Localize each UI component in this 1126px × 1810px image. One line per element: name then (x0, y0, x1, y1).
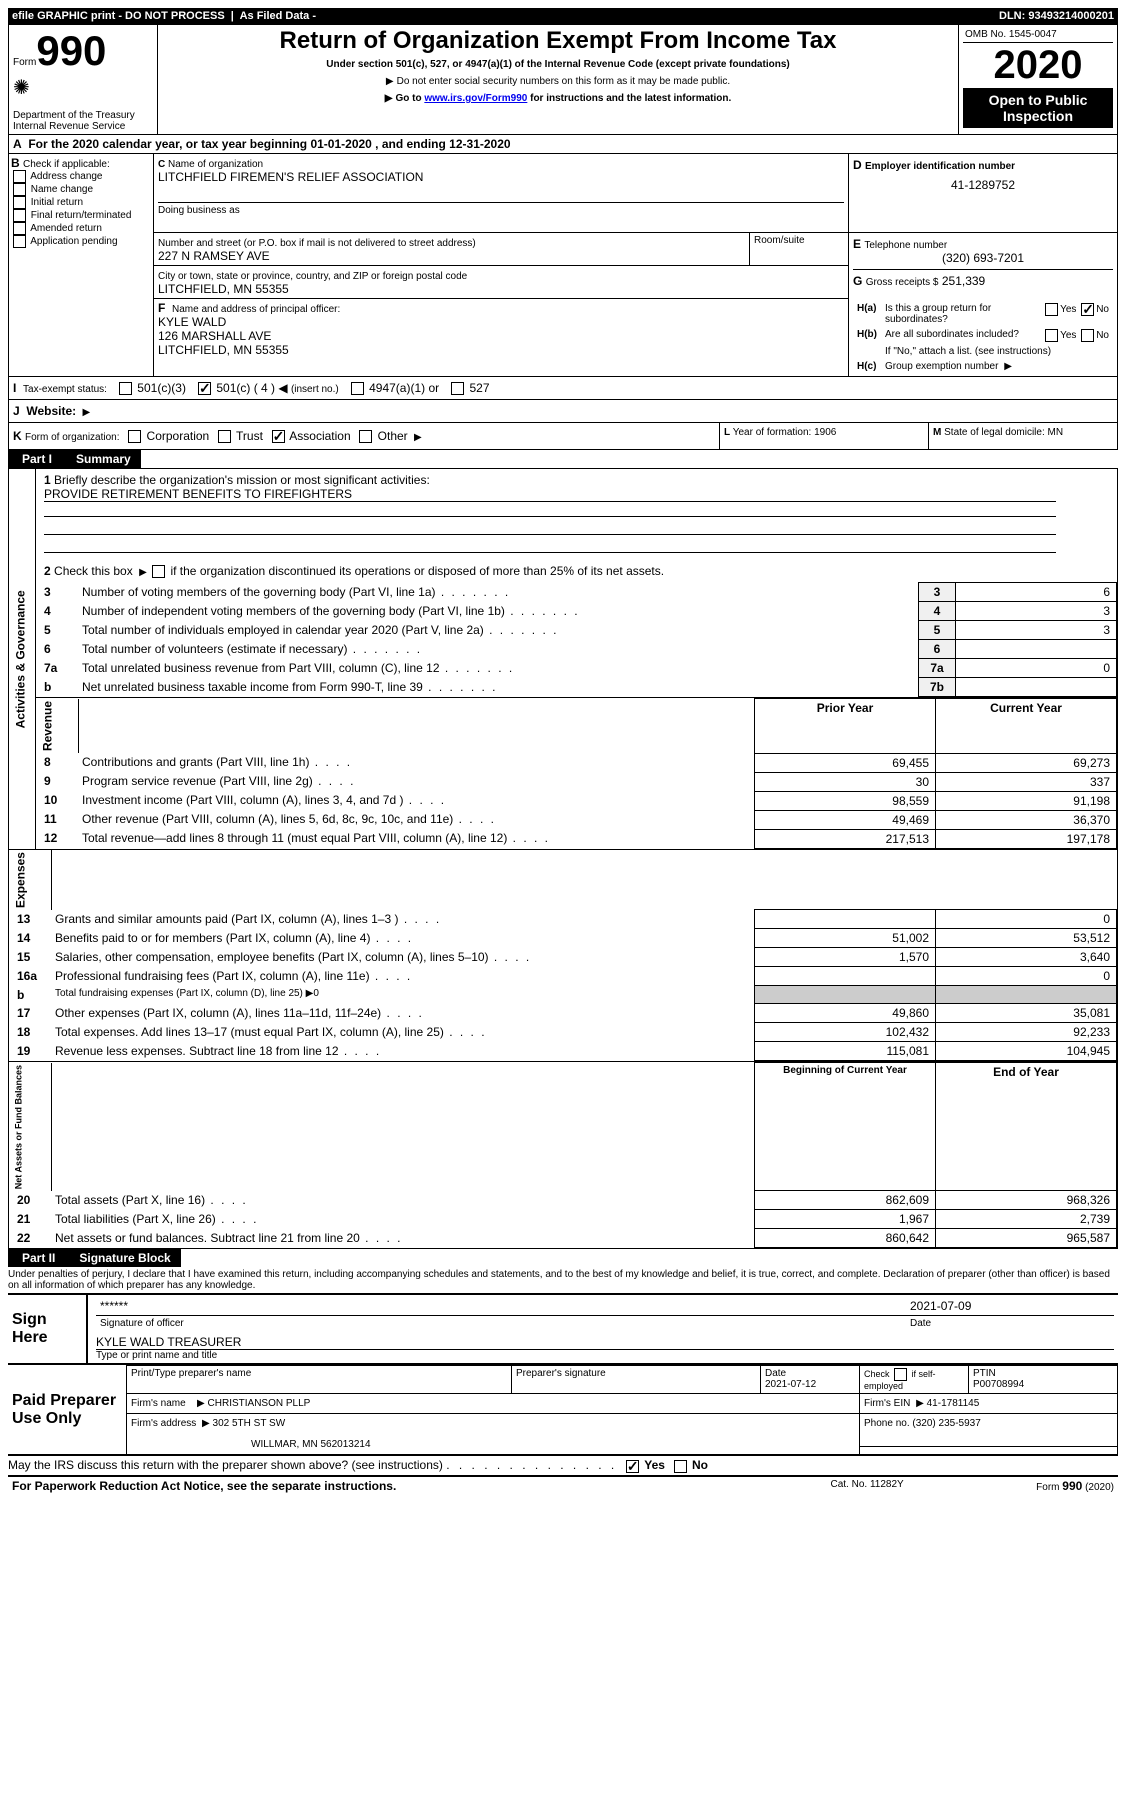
block-b-h: B Check if applicable: Address change Na… (8, 154, 1118, 377)
part1-table: Activities & Governance 1 Briefly descri… (8, 468, 1118, 1249)
footer: For Paperwork Reduction Act Notice, see … (8, 1477, 1118, 1495)
line-j: J Website: (8, 400, 1118, 423)
paid-preparer: Paid Preparer Use Only Print/Type prepar… (8, 1365, 1118, 1456)
form-header: Form990 ✺ Department of the Treasury Int… (8, 24, 1118, 135)
sign-here: Sign Here ****** 2021-07-09 Signature of… (8, 1295, 1118, 1363)
efile-header: efile GRAPHIC print - DO NOT PROCESS | A… (8, 8, 1118, 24)
irs-link[interactable]: www.irs.gov/Form990 (424, 93, 527, 104)
part2-header: Part II Signature Block (8, 1249, 1118, 1267)
hb-yes[interactable] (1045, 329, 1058, 342)
hb-no[interactable] (1081, 329, 1094, 342)
line-i: I Tax-exempt status: 501(c)(3) 501(c) ( … (8, 377, 1118, 400)
part1-header: Part I Summary (8, 450, 1118, 468)
perjury-text: Under penalties of perjury, I declare th… (8, 1267, 1118, 1293)
tax-year: 2020 (963, 43, 1113, 88)
form-title: Return of Organization Exempt From Incom… (162, 27, 954, 55)
ha-no[interactable] (1081, 303, 1094, 316)
line-klm: K Form of organization: Corporation Trus… (8, 423, 1118, 450)
line-a: A For the 2020 calendar year, or tax yea… (8, 135, 1118, 154)
ha-yes[interactable] (1045, 303, 1058, 316)
discuss-line: May the IRS discuss this return with the… (8, 1456, 1118, 1474)
